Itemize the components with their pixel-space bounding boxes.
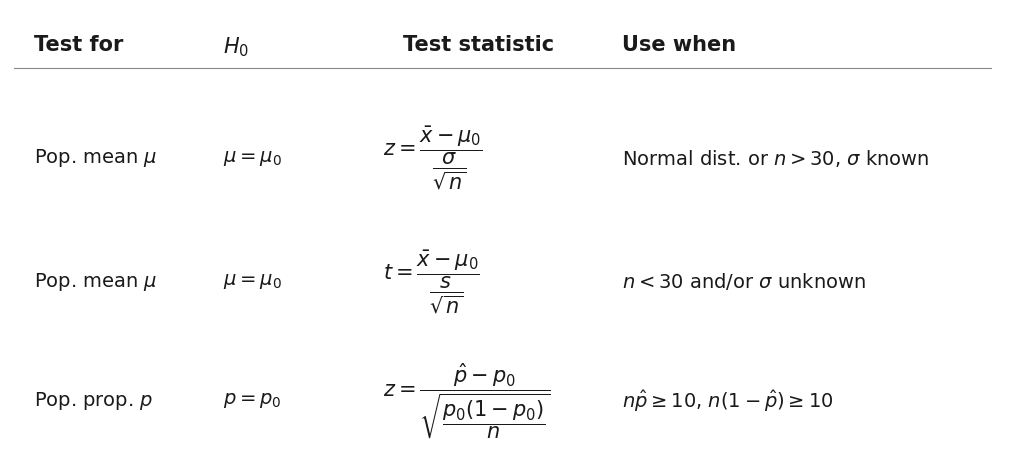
Text: Pop. mean $\mu$: Pop. mean $\mu$ [34,271,157,293]
Text: $H_0$: $H_0$ [223,35,249,59]
Text: $\mu = \mu_0$: $\mu = \mu_0$ [223,272,282,291]
Text: $z = \dfrac{\bar{x} - \mu_0}{\dfrac{\sigma}{\sqrt{n}}}$: $z = \dfrac{\bar{x} - \mu_0}{\dfrac{\sig… [383,125,483,192]
Text: Test for: Test for [34,35,124,55]
Text: $n\hat{p} \geq 10$, $n(1 - \hat{p}) \geq 10$: $n\hat{p} \geq 10$, $n(1 - \hat{p}) \geq… [623,388,834,414]
Text: Pop. mean $\mu$: Pop. mean $\mu$ [34,148,157,169]
Text: Test statistic: Test statistic [403,35,554,55]
Text: $n < 30$ and/or $\sigma$ unknown: $n < 30$ and/or $\sigma$ unknown [623,271,866,292]
Text: $\mu = \mu_0$: $\mu = \mu_0$ [223,149,282,168]
Text: Normal dist. or $n > 30$, $\sigma$ known: Normal dist. or $n > 30$, $\sigma$ known [623,148,930,169]
Text: $z = \dfrac{\hat{p} - p_0}{\sqrt{\dfrac{p_0(1-p_0)}{n}}}$: $z = \dfrac{\hat{p} - p_0}{\sqrt{\dfrac{… [383,361,551,441]
Text: Use when: Use when [623,35,736,55]
Text: $t = \dfrac{\bar{x} - \mu_0}{\dfrac{s}{\sqrt{n}}}$: $t = \dfrac{\bar{x} - \mu_0}{\dfrac{s}{\… [383,248,480,316]
Text: $p = p_0$: $p = p_0$ [223,391,282,410]
Text: Pop. prop. $p$: Pop. prop. $p$ [34,390,153,412]
